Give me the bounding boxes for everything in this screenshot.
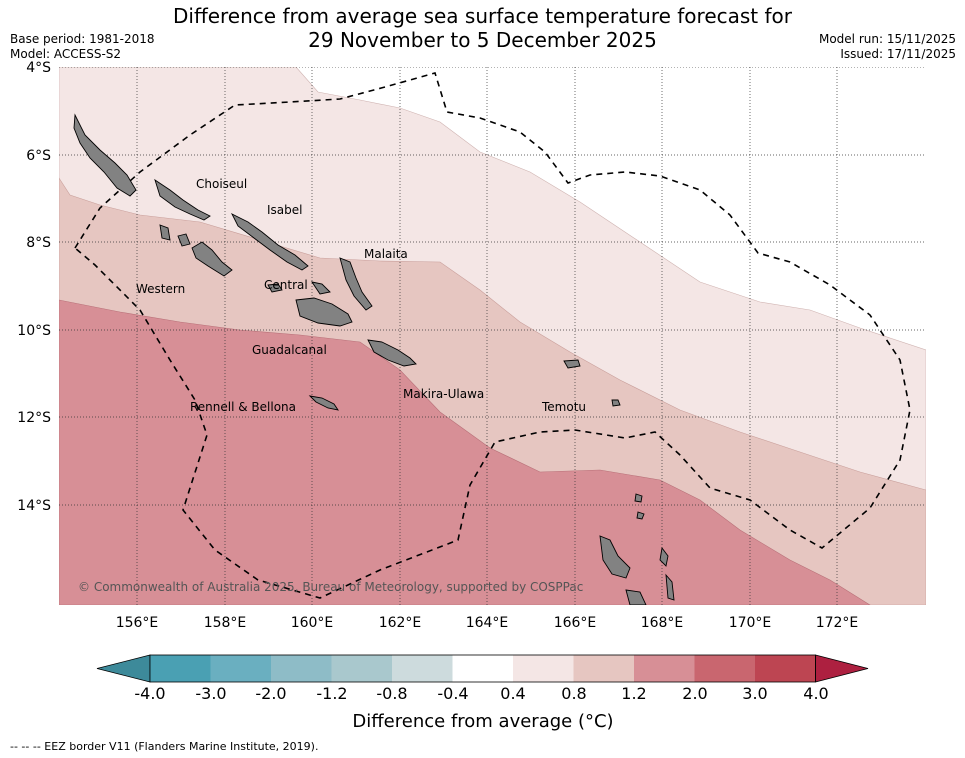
colorbar-tick: 1.2 (621, 684, 646, 703)
label-choiseul: Choiseul (196, 177, 247, 191)
colorbar-tick: 0.4 (500, 684, 525, 703)
choiseul-island (73, 113, 137, 197)
title-line-1: Difference from average sea surface temp… (172, 4, 792, 28)
map-plot-area: © Commonwealth of Australia 2025, Bureau… (59, 67, 926, 605)
label-rennell-bellona: Rennell & Bellona (190, 400, 296, 414)
colorbar-segment (452, 655, 514, 682)
colorbar-tick: -0.4 (437, 684, 468, 703)
model-name: Model: ACCESS-S2 (10, 47, 122, 61)
colorbar-segment (271, 655, 332, 682)
makira-island (367, 339, 417, 367)
label-malaita: Malaita (364, 247, 408, 261)
banks-islands (636, 511, 645, 520)
colorbar-extend-low (96, 654, 151, 683)
colorbar-segment (573, 655, 635, 682)
santa-cruz-island (563, 359, 581, 369)
isabel-east (230, 212, 309, 271)
new-georgia (191, 241, 233, 277)
lon-label: 166°E (554, 615, 597, 631)
vella-lavella (159, 224, 171, 241)
colorbar-segment (694, 655, 756, 682)
lon-label: 158°E (204, 615, 247, 631)
russell-island (267, 283, 283, 293)
latitude-labels: 4°S 6°S 8°S 10°S 12°S 14°S (17, 60, 51, 514)
colorbar-segment (210, 655, 272, 682)
eez-footnote: -- -- -- EEZ border V11 (Flanders Marine… (10, 740, 319, 753)
label-western: Western (136, 282, 185, 296)
header-left: Base period: 1981-2018 Model: ACCESS-S2 (10, 32, 155, 62)
lon-label: 160°E (291, 615, 334, 631)
kolombangara (177, 233, 191, 247)
rennell-island (308, 395, 339, 411)
espiritu-santo (599, 535, 631, 579)
colorbar-label: Difference from average (°C) (352, 711, 613, 732)
lat-label: 10°S (17, 323, 51, 339)
colorbar-segment (392, 655, 453, 682)
santa-isabel-island (154, 178, 211, 221)
colorbar-segment (331, 655, 393, 682)
eez-border (73, 72, 911, 599)
colorbar-tick-labels: -4.0 -3.0 -2.0 -1.2 -0.8 -0.4 0.4 0.8 1.… (134, 684, 828, 703)
pentecost (665, 573, 675, 601)
label-temotu: Temotu (541, 400, 586, 414)
base-period: Base period: 1981-2018 (10, 32, 155, 46)
colorbar-tick: -0.8 (376, 684, 407, 703)
lat-label: 4°S (26, 60, 51, 76)
longitude-labels: 156°E 158°E 160°E 162°E 164°E 166°E 168°… (116, 615, 859, 631)
colorbar-segment (755, 655, 816, 682)
maewo (659, 546, 669, 567)
solomon-islands-landmass (73, 113, 675, 605)
lon-label: 168°E (641, 615, 684, 631)
colorbar-tick: -2.0 (255, 684, 286, 703)
title-line-2: 29 November to 5 December 2025 (308, 28, 657, 52)
lon-label: 164°E (466, 615, 509, 631)
colorbar-segment (513, 655, 574, 682)
label-isabel: Isabel (267, 203, 302, 217)
colorbar-tick: 0.8 (561, 684, 586, 703)
lat-label: 12°S (17, 410, 51, 426)
lon-label: 170°E (729, 615, 772, 631)
lon-label: 172°E (816, 615, 859, 631)
guadalcanal-island (295, 297, 353, 327)
model-run: Model run: 15/11/2025 (818, 32, 956, 46)
nggela-island (311, 281, 331, 295)
lat-label: 14°S (17, 498, 51, 514)
region-labels: Choiseul Isabel Malaita Western Central … (136, 177, 586, 414)
colorbar-tick: -1.2 (316, 684, 347, 703)
colorbar-tick: -3.0 (195, 684, 226, 703)
colorbar-tick: -4.0 (134, 684, 165, 703)
colorbar-tick: 3.0 (742, 684, 767, 703)
label-central: Central (264, 278, 308, 292)
vanikoro-island (611, 399, 621, 407)
lat-label: 8°S (26, 235, 51, 251)
colorbar-frame (149, 654, 816, 683)
label-guadalcanal: Guadalcanal (252, 343, 327, 357)
colorbar-segment (634, 655, 695, 682)
colorbar-extend-high (815, 654, 869, 683)
copyright-text: © Commonwealth of Australia 2025, Bureau… (78, 580, 583, 594)
issued-date: Issued: 17/11/2025 (840, 47, 956, 61)
label-makira-ulawa: Makira-Ulawa (403, 387, 484, 401)
anomaly-band-1-2-2-0 (59, 299, 871, 605)
torres-islands (634, 493, 643, 503)
lat-label: 6°S (26, 148, 51, 164)
malaita-island (339, 257, 373, 311)
colorbar-tick: 4.0 (803, 684, 828, 703)
graticule (59, 67, 926, 605)
header-right: Model run: 15/11/2025 Issued: 17/11/2025 (819, 32, 956, 62)
colorbar-tick: 2.0 (682, 684, 707, 703)
lon-label: 162°E (379, 615, 422, 631)
malekula (625, 589, 647, 605)
colorbar (96, 654, 869, 683)
colorbar-segment (150, 655, 211, 682)
lon-label: 156°E (116, 615, 159, 631)
